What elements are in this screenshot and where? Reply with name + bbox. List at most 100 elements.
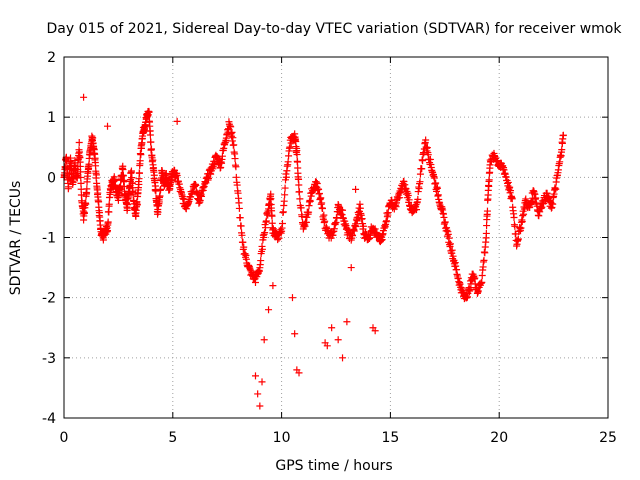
data-point [444,230,452,238]
data-point [230,141,238,149]
data-point [157,185,165,193]
data-point [154,208,162,216]
data-point [235,204,243,212]
data-point [152,187,160,195]
data-point [510,214,518,222]
data-point [229,134,237,142]
data-point [254,390,262,398]
data-point [295,188,303,196]
data-point [111,175,119,183]
data-point [256,402,264,410]
data-point [400,178,408,186]
data-point [328,324,336,332]
data-point [279,208,287,216]
data-point [504,178,512,186]
y-tick-label: -4 [42,411,56,427]
data-point [384,209,392,217]
data-point [136,169,144,177]
data-point [267,195,275,203]
y-tick-label: 1 [47,110,56,126]
data-point [147,138,155,146]
tick-labels: 0 5 10 15 20 25 -4 -3 -2 -1 0 1 2 [42,50,617,446]
data-point [280,197,288,205]
x-tick-label: 10 [273,430,291,446]
data-point [239,238,247,246]
data-point [265,306,273,314]
x-tick-label: 20 [490,430,508,446]
data-point [305,208,313,216]
data-point [237,222,245,230]
data-point [433,184,441,192]
data-point [319,205,327,213]
data-point [552,185,560,193]
data-point [404,191,412,199]
data-point [228,128,236,136]
data-point [104,218,112,226]
data-point [207,170,215,178]
data-point [359,222,367,230]
y-tick-label: 0 [47,170,56,186]
data-point [352,185,360,193]
x-axis-label: GPS time / hours [275,458,392,474]
data-point [236,214,244,222]
data-point [127,167,135,175]
data-point [413,206,421,214]
data-point [251,279,259,287]
data-point [549,200,557,208]
data-point [352,222,360,230]
data-point [416,178,424,186]
data-point [480,256,488,264]
data-point [258,245,266,253]
data-point [558,146,566,154]
data-point [133,200,141,208]
data-point [371,327,379,335]
data-point [441,218,449,226]
data-point [520,210,528,218]
x-tick-label: 15 [381,430,399,446]
data-point [483,207,491,215]
data-point [334,336,342,344]
data-point [146,131,154,139]
data-point [260,336,268,344]
data-point [522,195,530,203]
data-point [269,282,277,290]
data-point [396,194,404,202]
y-tick-label: -1 [42,231,56,247]
data-point [422,136,430,144]
data-point [262,217,270,225]
data-point [291,330,299,338]
data-point [315,190,323,198]
data-point [147,145,155,153]
data-point [145,108,153,116]
data-point [251,372,259,380]
data-point [261,229,269,237]
data-point [137,151,145,159]
x-tick-label: 0 [60,430,69,446]
data-point [478,278,486,286]
data-point [339,354,347,362]
data-point [440,213,448,221]
data-point [77,191,85,199]
data-point [288,294,296,302]
data-point [347,264,355,272]
data-point [75,138,83,146]
data-point [538,203,546,211]
data-point [418,165,426,173]
data-point [92,171,100,179]
data-point [448,246,456,254]
data-point [293,151,301,159]
y-tick-label: -3 [42,351,56,367]
data-point [105,200,113,208]
data-point [306,197,314,205]
data-point [320,211,328,219]
data-point [80,93,88,101]
data-point [281,191,289,199]
data-point [520,205,528,213]
data-point [297,204,305,212]
data-point [296,195,304,203]
data-point [483,222,491,230]
data-point [485,176,493,184]
data-point [282,173,290,181]
data-point [339,206,347,214]
data-point [419,157,427,165]
